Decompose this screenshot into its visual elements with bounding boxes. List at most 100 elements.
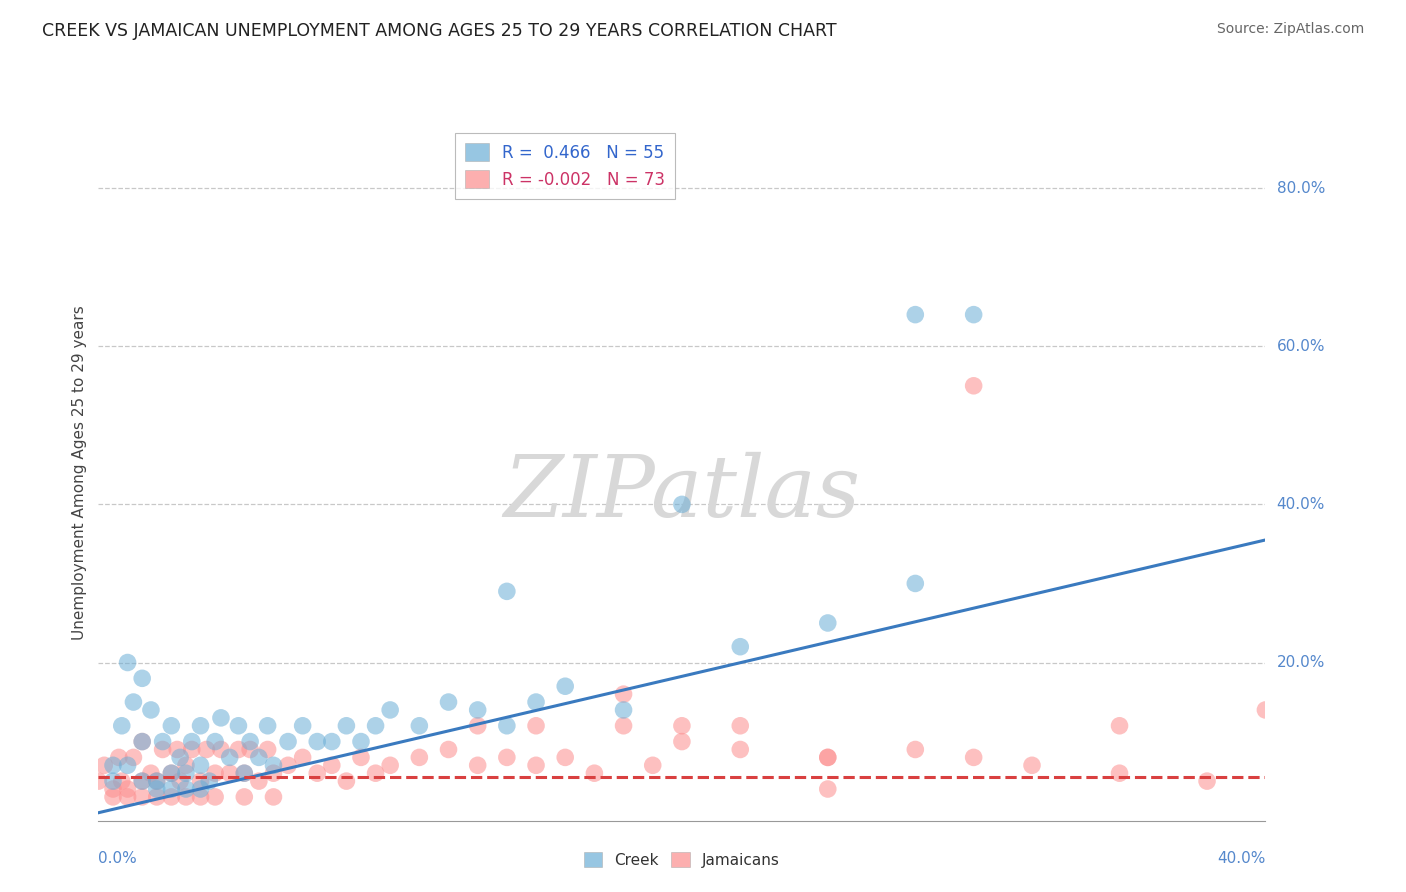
Point: [612, 719, 634, 733]
Point: [321, 758, 343, 772]
Point: [190, 719, 212, 733]
Point: [139, 766, 162, 780]
Point: [239, 734, 262, 748]
Point: [204, 734, 226, 748]
Point: [962, 378, 984, 392]
Point: [160, 782, 183, 797]
Point: [228, 742, 250, 756]
Point: [671, 734, 693, 748]
Point: [160, 719, 183, 733]
Point: [1021, 758, 1043, 772]
Point: [166, 742, 188, 756]
Point: [228, 719, 250, 733]
Point: [152, 734, 174, 748]
Point: [233, 766, 256, 780]
Point: [904, 308, 927, 322]
Point: [204, 766, 226, 780]
Point: [1108, 766, 1130, 780]
Text: 80.0%: 80.0%: [1277, 181, 1324, 195]
Point: [87, 774, 110, 789]
Point: [108, 750, 131, 764]
Point: [146, 782, 169, 797]
Point: [190, 758, 212, 772]
Point: [817, 750, 839, 764]
Point: [101, 789, 124, 804]
Point: [904, 742, 927, 756]
Point: [817, 615, 839, 630]
Point: [350, 734, 373, 748]
Point: [101, 758, 124, 772]
Point: [169, 774, 191, 789]
Point: [146, 774, 169, 789]
Point: [350, 750, 373, 764]
Point: [233, 789, 256, 804]
Point: [554, 679, 576, 693]
Point: [378, 703, 402, 717]
Point: [131, 774, 153, 789]
Point: [1108, 719, 1130, 733]
Point: [408, 750, 430, 764]
Point: [233, 766, 256, 780]
Point: [174, 758, 197, 772]
Point: [307, 734, 329, 748]
Point: [335, 719, 357, 733]
Point: [146, 774, 169, 789]
Point: [408, 719, 430, 733]
Text: 40.0%: 40.0%: [1218, 851, 1265, 866]
Point: [262, 789, 284, 804]
Point: [321, 734, 343, 748]
Text: CREEK VS JAMAICAN UNEMPLOYMENT AMONG AGES 25 TO 29 YEARS CORRELATION CHART: CREEK VS JAMAICAN UNEMPLOYMENT AMONG AGE…: [42, 22, 837, 40]
Point: [364, 719, 387, 733]
Point: [101, 774, 124, 789]
Point: [131, 734, 153, 748]
Point: [131, 734, 153, 748]
Point: [437, 695, 460, 709]
Point: [218, 750, 240, 764]
Point: [291, 750, 314, 764]
Point: [612, 703, 634, 717]
Point: [307, 766, 329, 780]
Point: [554, 750, 576, 764]
Text: Source: ZipAtlas.com: Source: ZipAtlas.com: [1216, 22, 1364, 37]
Point: [101, 782, 124, 797]
Point: [190, 782, 212, 797]
Point: [583, 766, 606, 780]
Point: [160, 766, 183, 780]
Point: [817, 782, 839, 797]
Point: [291, 719, 314, 733]
Point: [174, 782, 197, 797]
Point: [728, 640, 751, 654]
Point: [117, 656, 139, 670]
Point: [495, 719, 517, 733]
Point: [728, 742, 751, 756]
Point: [111, 719, 134, 733]
Point: [218, 766, 240, 780]
Point: [198, 774, 221, 789]
Text: 20.0%: 20.0%: [1277, 655, 1324, 670]
Point: [671, 497, 693, 511]
Point: [160, 789, 183, 804]
Point: [641, 758, 664, 772]
Point: [131, 671, 153, 685]
Point: [437, 742, 460, 756]
Point: [139, 703, 162, 717]
Text: 0.0%: 0.0%: [98, 851, 138, 866]
Point: [152, 742, 174, 756]
Point: [262, 766, 284, 780]
Point: [495, 750, 517, 764]
Point: [671, 719, 693, 733]
Point: [247, 774, 270, 789]
Point: [174, 766, 197, 780]
Point: [904, 576, 927, 591]
Point: [190, 774, 212, 789]
Point: [180, 734, 202, 748]
Point: [190, 789, 212, 804]
Point: [728, 719, 751, 733]
Point: [117, 758, 139, 772]
Point: [122, 695, 145, 709]
Point: [122, 750, 145, 764]
Point: [117, 789, 139, 804]
Point: [117, 782, 139, 797]
Point: [962, 750, 984, 764]
Point: [174, 789, 197, 804]
